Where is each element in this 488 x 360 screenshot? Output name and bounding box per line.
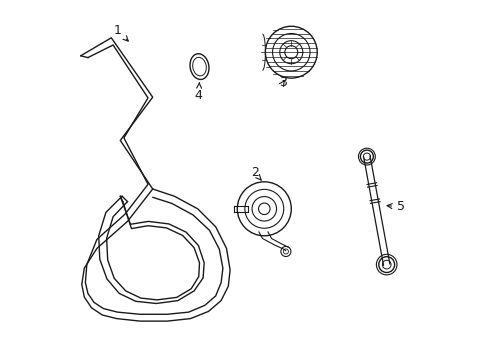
Text: 3: 3 <box>279 76 286 89</box>
Text: 2: 2 <box>250 166 261 180</box>
Text: 5: 5 <box>386 201 404 213</box>
Text: 1: 1 <box>114 24 128 41</box>
Text: 4: 4 <box>194 83 203 102</box>
